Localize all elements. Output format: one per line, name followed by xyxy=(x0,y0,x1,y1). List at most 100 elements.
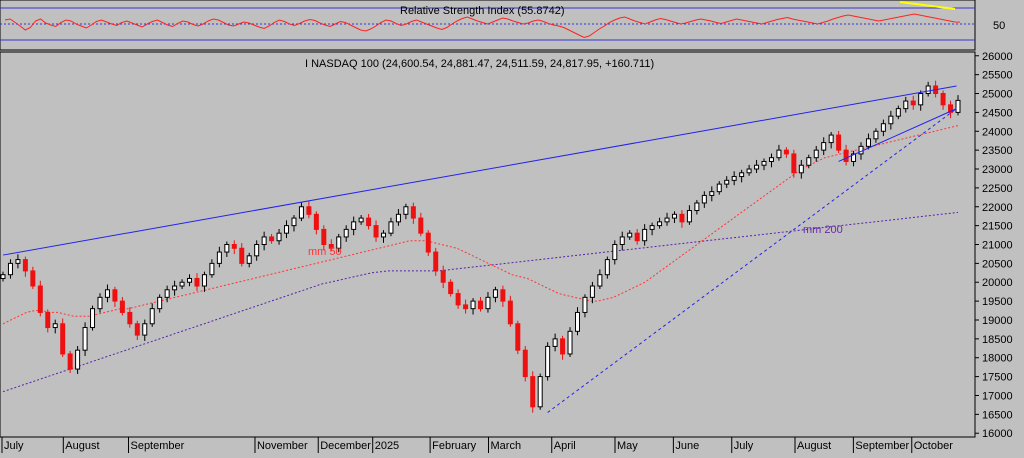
candle-body xyxy=(321,228,327,246)
candle-body xyxy=(7,262,13,276)
candle-body xyxy=(52,323,58,329)
candle-body xyxy=(45,311,51,329)
candle-body xyxy=(127,311,133,325)
candle-body xyxy=(485,296,491,310)
candle-body xyxy=(97,296,103,310)
y-tick-label: 20000 xyxy=(982,277,1013,289)
candle-body xyxy=(269,236,275,242)
y-tick-label: 18500 xyxy=(982,334,1013,346)
candle-body xyxy=(754,164,760,170)
y-tick-label: 18000 xyxy=(982,353,1013,365)
y-axis: 16000 16500 17000 17500 18000 18500 19000 19500… xyxy=(975,51,1013,440)
candle-body xyxy=(291,217,297,227)
candle-body xyxy=(119,300,125,313)
candle-body xyxy=(373,225,379,238)
candle-body xyxy=(582,296,588,313)
x-tick-label: September xyxy=(130,440,184,452)
candle-body xyxy=(821,142,827,151)
candle-body xyxy=(164,289,170,298)
candle-body xyxy=(0,274,6,279)
main-plot-background xyxy=(0,51,976,438)
x-tick-label: December xyxy=(320,440,371,452)
y-tick-label: 22500 xyxy=(982,183,1013,195)
candle-body xyxy=(955,99,961,113)
x-tick-label: November xyxy=(257,440,308,452)
candle-body xyxy=(560,338,566,355)
candle-body xyxy=(313,213,319,230)
candle-body xyxy=(112,289,118,302)
y-tick-label: 24000 xyxy=(982,126,1013,138)
candle-body xyxy=(828,134,834,144)
candle-body xyxy=(433,251,439,272)
candle-body xyxy=(478,300,483,310)
y-tick-label: 23000 xyxy=(982,164,1013,176)
candle-body xyxy=(403,206,409,215)
x-tick-label: May xyxy=(617,440,638,452)
y-tick-label: 16000 xyxy=(982,428,1013,440)
candle-body xyxy=(791,153,797,174)
candle-body xyxy=(492,289,498,298)
candle-body xyxy=(895,108,901,117)
ma200-label: mm 200 xyxy=(803,224,843,236)
candle-body xyxy=(865,138,871,147)
candle-body xyxy=(82,327,88,351)
candle-body xyxy=(798,164,804,174)
rsi-title: Relative Strength Index (55.8742) xyxy=(400,5,565,17)
candle-body xyxy=(948,104,954,113)
candle-body xyxy=(940,93,946,106)
x-axis: July August September November December 2025 F… xyxy=(1,437,953,453)
candle-body xyxy=(134,323,140,336)
y-tick-label: 26000 xyxy=(982,51,1013,63)
candle-body xyxy=(880,123,886,132)
candle-body xyxy=(343,228,349,238)
candle-body xyxy=(418,217,424,234)
y-tick-label: 25500 xyxy=(982,70,1013,82)
candle-body xyxy=(918,93,924,106)
candle-body xyxy=(910,100,916,106)
candle-body xyxy=(388,221,394,234)
rsi-yellow-trendline xyxy=(899,1,956,10)
candle-body xyxy=(657,221,663,227)
candle-body xyxy=(671,213,677,219)
x-tick-label: February xyxy=(432,440,477,452)
candle-body xyxy=(813,149,819,159)
y-tick-label: 19000 xyxy=(982,315,1013,327)
candle-body xyxy=(701,194,707,204)
x-tick-label: April xyxy=(554,440,576,452)
candle-body xyxy=(627,232,633,238)
trendline-0 xyxy=(2,85,957,256)
y-tick-label: 19500 xyxy=(982,296,1013,308)
y-tick-label: 16500 xyxy=(982,409,1013,421)
candle-body xyxy=(328,244,334,249)
trendline-1 xyxy=(547,108,957,413)
candle-body xyxy=(194,277,200,287)
candle-body xyxy=(75,349,81,370)
candle-body xyxy=(239,247,245,264)
candle-body xyxy=(649,225,655,230)
ma50-line xyxy=(2,125,959,325)
rsi-line-group xyxy=(4,13,961,39)
y-tick-label: 21000 xyxy=(982,240,1013,252)
main-title: I NASDAQ 100 (24,600.54, 24,881.47, 24,5… xyxy=(305,58,654,70)
x-tick-label: March xyxy=(491,440,522,452)
candle-body xyxy=(761,160,767,166)
candle-body xyxy=(873,130,879,140)
ma50-label: mm 50 xyxy=(308,246,342,258)
candle-body xyxy=(448,281,454,295)
candle-body xyxy=(836,134,842,151)
candle-body xyxy=(366,217,372,227)
main-panel: I NASDAQ 100 (24,600.54, 24,881.47, 24,5… xyxy=(0,51,1013,453)
candle-body xyxy=(537,376,543,408)
y-tick-label: 20500 xyxy=(982,258,1013,270)
candle-body xyxy=(179,281,185,287)
rsi-panel: Relative Strength Index (55.8742) 50 xyxy=(0,0,1005,51)
candle-body xyxy=(619,236,625,245)
candle-body xyxy=(843,149,849,162)
candle-body xyxy=(612,244,618,261)
trendline-2 xyxy=(838,108,957,162)
x-tick-label: August xyxy=(797,440,831,452)
candle-body xyxy=(806,157,812,166)
candle-body xyxy=(351,221,357,230)
